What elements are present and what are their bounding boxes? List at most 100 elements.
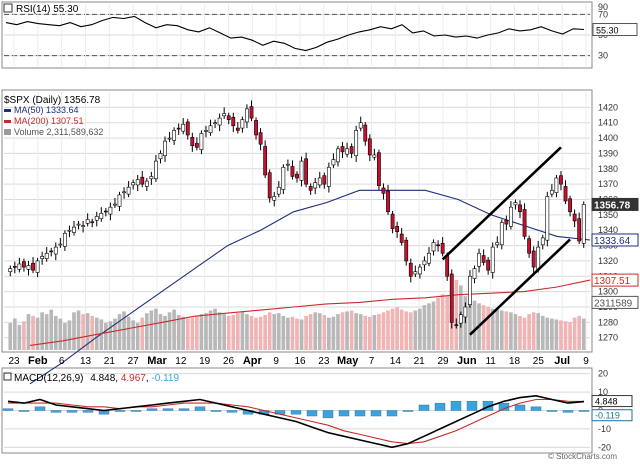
x-axis-label: 25 — [533, 356, 545, 367]
price-candle — [131, 182, 136, 186]
price-tag — [591, 273, 639, 287]
volume-bar — [108, 321, 113, 350]
price-tick-label: 1280 — [598, 317, 618, 327]
price-candle — [427, 252, 431, 264]
volume-bar — [290, 316, 295, 350]
price-candle — [477, 252, 481, 267]
price-candle — [340, 146, 345, 153]
x-axis-label: 27 — [128, 356, 140, 367]
volume-bar — [122, 311, 126, 350]
x-axis-label: 7 — [369, 356, 375, 367]
macd-value-tag — [591, 395, 633, 408]
volume-bar — [99, 319, 104, 350]
macd-histogram-bar — [82, 410, 94, 413]
volume-bar — [568, 322, 572, 350]
price-candle — [194, 143, 199, 148]
volume-bar — [94, 317, 99, 350]
price-candle — [26, 265, 31, 270]
volume-bar — [13, 318, 17, 350]
volume-legend: Volume 2,311,589,632 — [14, 127, 103, 137]
macd-histogram-bar — [66, 410, 78, 413]
price-candle — [367, 138, 372, 156]
price-candle — [454, 324, 459, 326]
x-axis-label: 13 — [80, 356, 92, 367]
price-tick-label: 1400 — [598, 133, 618, 143]
macd-histogram-bar — [178, 408, 190, 411]
price-candle — [199, 133, 204, 150]
price-tick-label: 1320 — [598, 256, 618, 266]
rsi-legend: RSI(14) 55.30 — [16, 4, 79, 15]
price-candle — [126, 186, 131, 195]
price-candle — [144, 180, 149, 187]
volume-bar — [213, 308, 217, 350]
volume-bar — [245, 314, 249, 350]
volume-bar — [322, 315, 327, 350]
volume-bar — [295, 318, 299, 350]
x-axis-label: Apr — [243, 355, 263, 367]
volume-bar — [504, 311, 509, 350]
watermark: © StockCharts.com — [548, 452, 617, 461]
x-axis-label: Jul — [554, 355, 570, 367]
price-candle — [158, 153, 163, 160]
volume-bar — [22, 321, 26, 350]
rsi-tick-label: 30 — [598, 51, 608, 61]
price-candle — [408, 262, 413, 277]
volume-bar — [267, 312, 272, 350]
price-candle — [208, 125, 213, 133]
volume-bar — [381, 312, 386, 350]
price-candle — [249, 106, 254, 119]
trend-channel — [441, 146, 571, 336]
macd-histogram-bar — [450, 401, 462, 411]
price-candle — [149, 176, 154, 180]
volume-bar — [113, 318, 117, 350]
price-candle — [540, 237, 545, 246]
x-axis-label: 14 — [390, 356, 402, 367]
volume-bar — [222, 314, 227, 350]
price-tag-label: 1356.78 — [594, 200, 631, 211]
volume-bar — [44, 314, 49, 350]
price-candle — [463, 306, 468, 318]
ma50-legend-swatch — [4, 109, 11, 112]
price-candle — [554, 177, 559, 193]
price-candle — [481, 255, 486, 263]
macd-histogram-bar — [354, 410, 366, 417]
macd-histogram-bar — [18, 410, 30, 412]
volume-bar — [367, 316, 372, 350]
volume-bar — [81, 314, 85, 350]
volume-bar — [377, 314, 381, 350]
macd-legend-hist: -0.119 — [151, 373, 179, 384]
price-candle — [354, 130, 359, 157]
price-candle — [72, 226, 76, 233]
volume-bar — [559, 320, 563, 350]
price-candle — [417, 266, 422, 275]
price-candle — [290, 166, 295, 177]
volume-bar — [486, 306, 490, 350]
price-candle — [395, 226, 400, 233]
price-candle — [531, 250, 536, 268]
price-candle — [76, 223, 81, 226]
volume-bar — [495, 309, 500, 350]
price-candle — [263, 146, 268, 176]
price-candle — [140, 176, 145, 185]
volume-bar — [427, 303, 431, 350]
rsi-tick-label: 90 — [598, 2, 608, 12]
price-candle — [381, 187, 386, 194]
price-candle — [504, 219, 509, 225]
price-candle — [172, 130, 177, 141]
price-candles — [8, 100, 586, 329]
price-panel — [1, 89, 593, 353]
ma200-legend-swatch — [4, 120, 11, 123]
price-candle — [486, 259, 491, 271]
price-candle — [295, 173, 299, 179]
price-candle — [299, 160, 304, 181]
x-axis-label: Jun — [457, 355, 477, 367]
macd-histogram-bar — [50, 410, 62, 413]
volume-bar — [117, 314, 122, 350]
price-candle — [276, 186, 281, 195]
price-candle — [336, 148, 340, 163]
macd-line — [7, 394, 585, 449]
price-candle — [117, 194, 122, 207]
ma200-line — [29, 279, 591, 346]
price-tick-label: 1340 — [598, 225, 618, 235]
rsi-tick-label: 70 — [598, 9, 608, 19]
